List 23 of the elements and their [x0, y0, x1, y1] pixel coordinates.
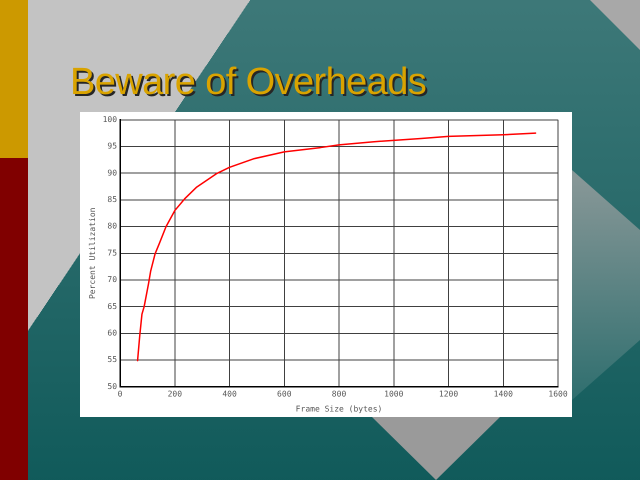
y-tick-label: 50 — [107, 382, 118, 391]
chart-title: Beware of Overheads — [70, 61, 426, 104]
x-tick-label: 600 — [277, 390, 292, 399]
y-tick-label: 75 — [107, 248, 118, 258]
x-tick-label: 1600 — [548, 390, 568, 399]
y-tick-label: 85 — [107, 194, 118, 204]
x-tick-label: 1400 — [494, 390, 514, 399]
x-tick-label: 800 — [332, 390, 346, 399]
x-tick-label: 1200 — [438, 390, 458, 399]
x-axis-title: Frame Size (bytes) — [296, 404, 382, 414]
y-tick-label: 90 — [107, 168, 118, 178]
y-tick-label: 100 — [102, 114, 118, 124]
x-tick-label: 1000 — [384, 390, 404, 399]
y-tick-label: 55 — [107, 355, 118, 364]
x-tick-label: 0 — [118, 390, 123, 399]
y-tick-label: 80 — [107, 222, 118, 231]
y-tick-label: 70 — [107, 275, 118, 284]
y-tick-label: 65 — [107, 302, 118, 311]
x-tick-label: 200 — [168, 390, 182, 399]
x-tick-label: 400 — [222, 390, 237, 399]
y-tick-label: 60 — [107, 328, 118, 338]
y-axis-title: Percent Utilization — [88, 207, 97, 300]
y-tick-label: 95 — [107, 142, 118, 151]
